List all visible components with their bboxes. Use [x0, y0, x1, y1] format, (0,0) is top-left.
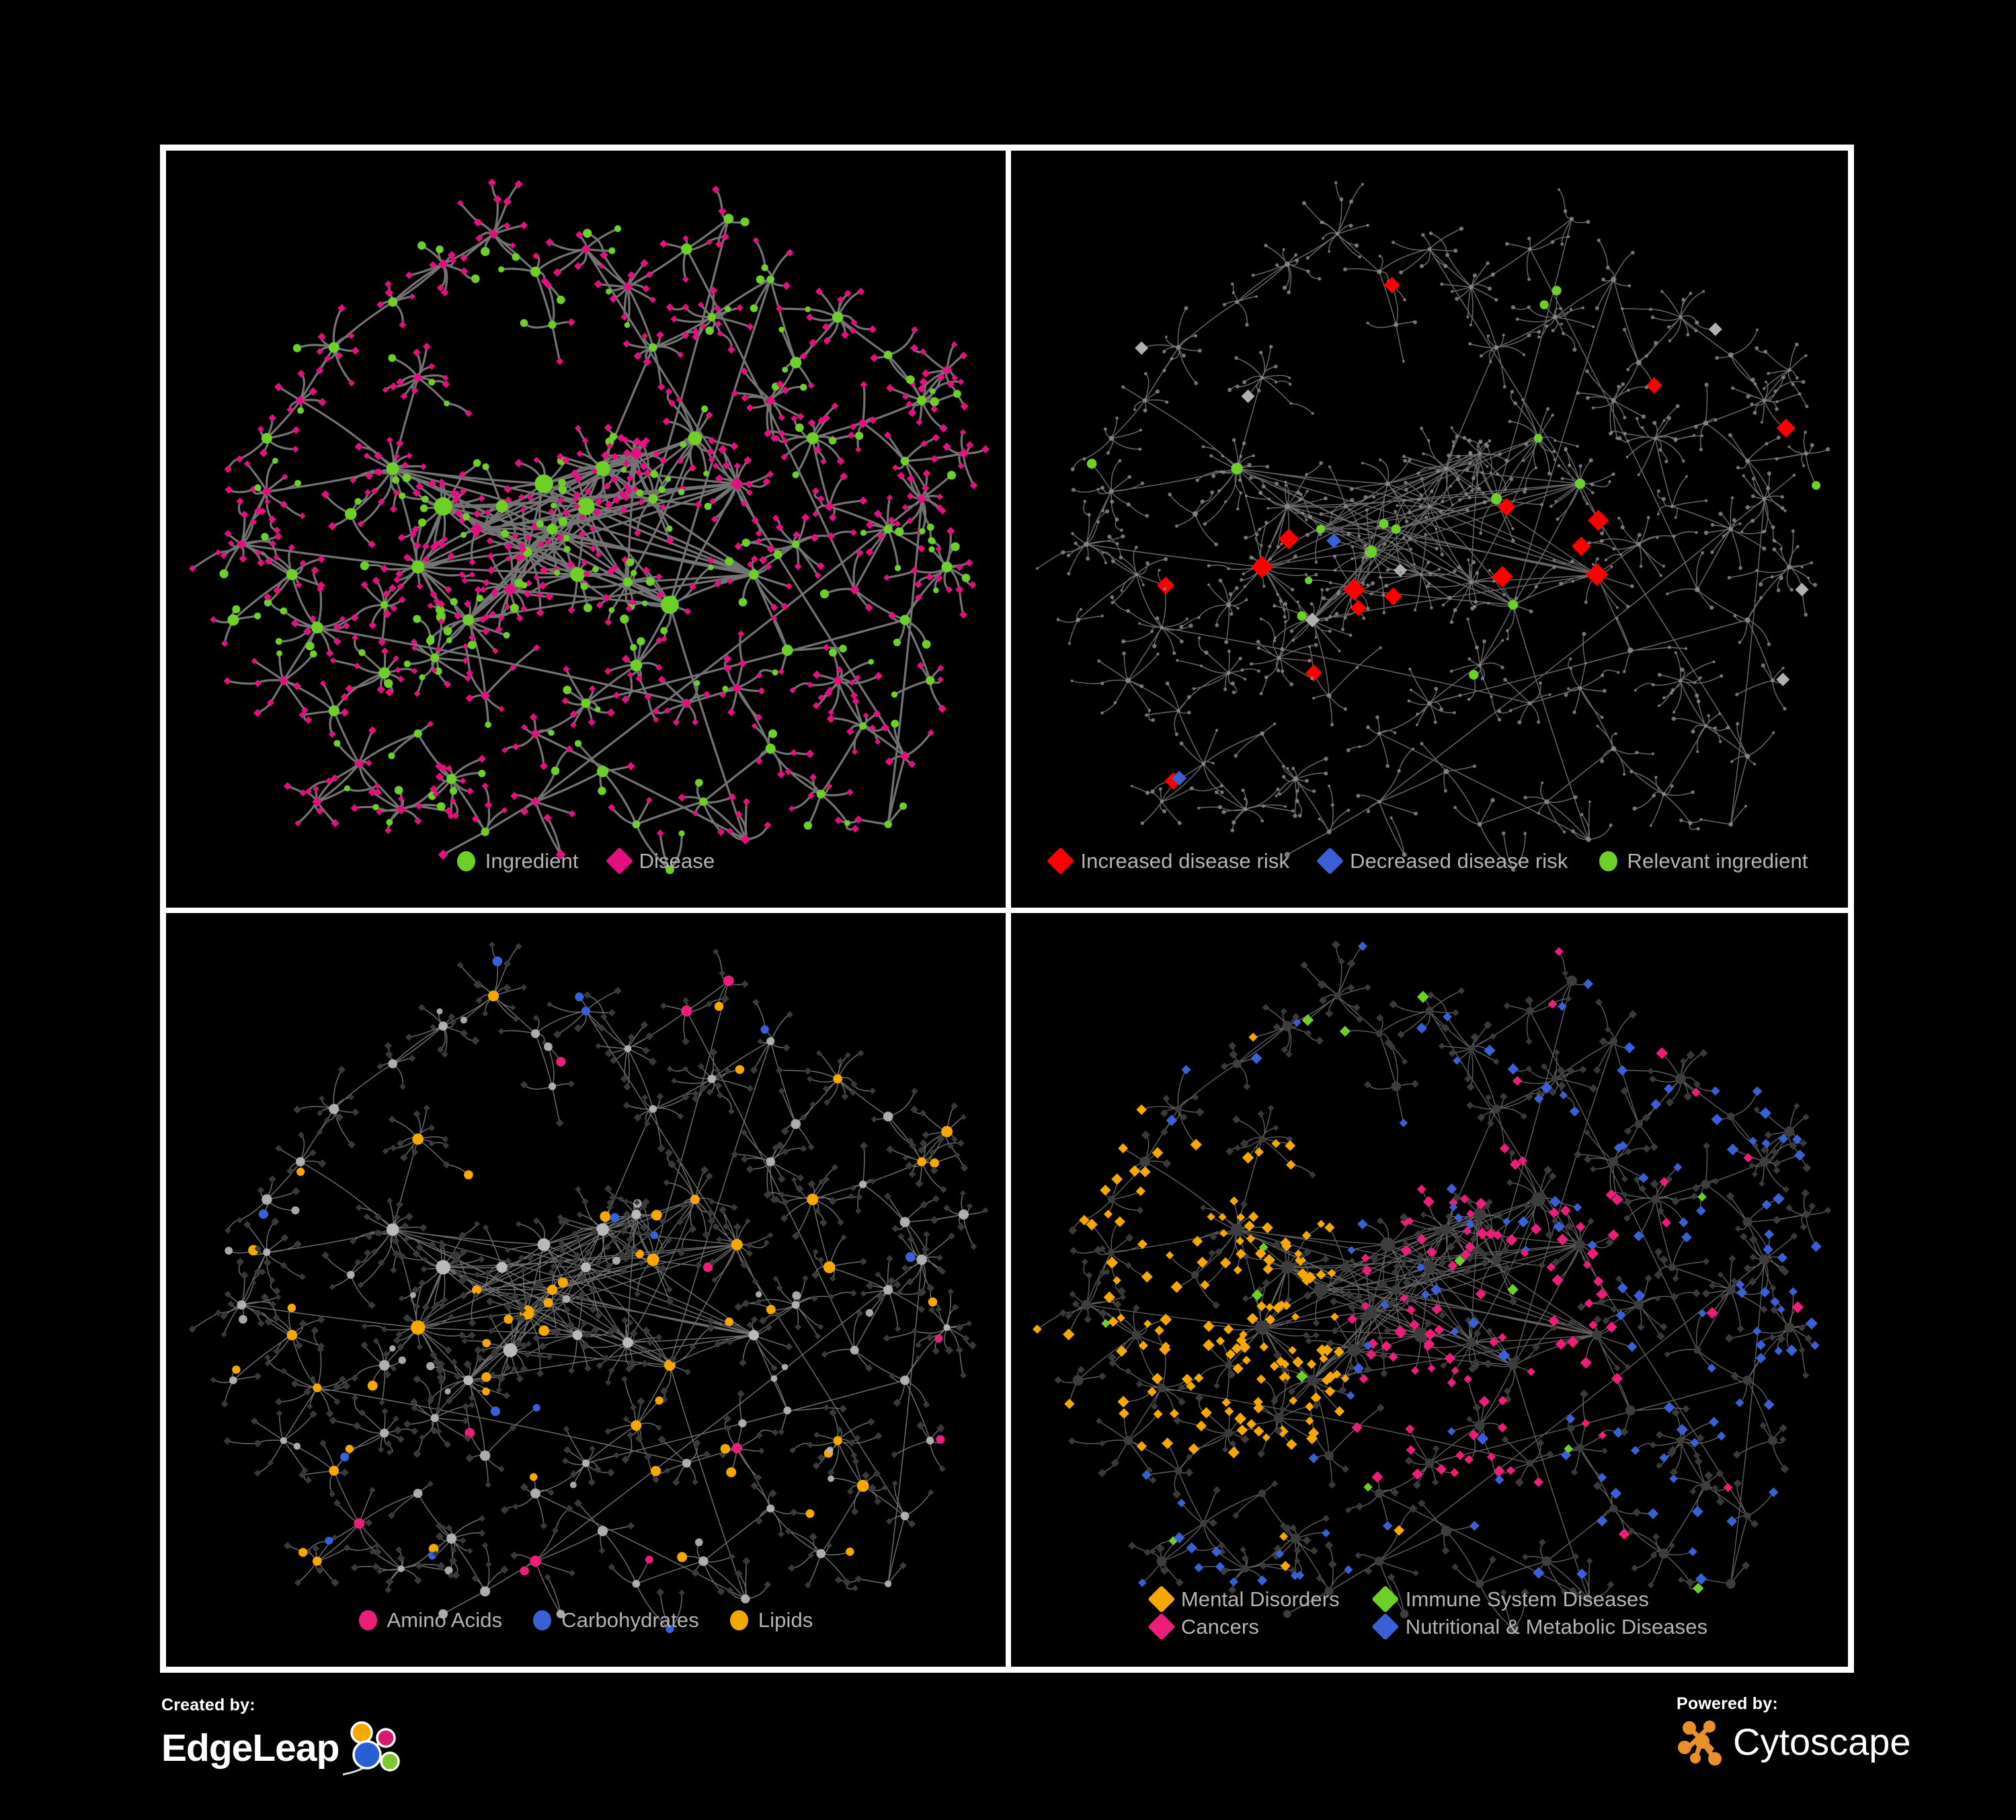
- cytoscape-branding[interactable]: Powered by: Cytosc: [1677, 1694, 1911, 1766]
- created-by-label: Created by:: [161, 1696, 255, 1714]
- powered-by-label: Powered by:: [1677, 1694, 1778, 1713]
- edgeleap-branding[interactable]: Created by: EdgeLeap: [161, 1696, 407, 1777]
- panel-ingredient-class[interactable]: Amino Acids Carbohydrates Lipids: [166, 913, 1006, 1667]
- cytoscape-wordmark: Cytoscape: [1733, 1720, 1911, 1763]
- panel-ingredient-disease[interactable]: Ingredient Disease: [166, 151, 1006, 908]
- network-graph-ingredient-disease: [188, 178, 990, 875]
- network-graph-ingredient-class: [188, 941, 989, 1634]
- panel-disease-class[interactable]: Mental Disorders Immune System Diseases …: [1011, 913, 1848, 1667]
- node-network-icon: [343, 1721, 401, 1776]
- figure-frame: Ingredient Disease Increased disease ris…: [160, 145, 1854, 1673]
- footer-branding-bar: Created by: EdgeLeap Powered by:: [0, 1674, 2016, 1820]
- panel-horizontal-divider: [166, 908, 1848, 913]
- cytoscape-network-icon: [1678, 1720, 1722, 1766]
- panel-disease-risk[interactable]: Increased disease risk Decreased disease…: [1011, 151, 1848, 908]
- network-graph-disease-class: [1033, 940, 1832, 1634]
- network-graph-disease-risk: [1035, 181, 1830, 872]
- edgeleap-wordmark: EdgeLeap: [161, 1726, 339, 1770]
